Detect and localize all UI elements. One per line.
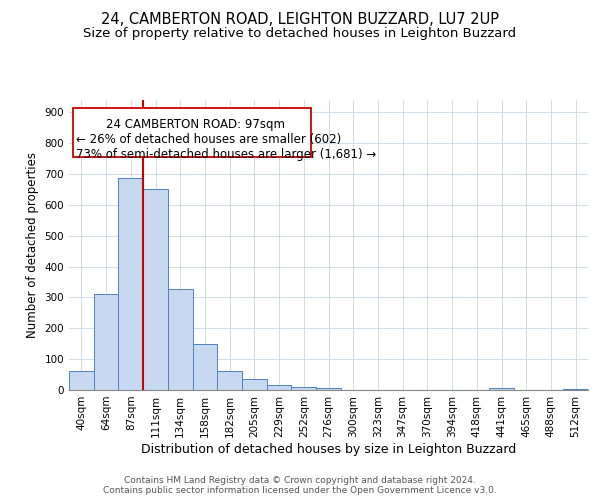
Bar	[316, 388, 341, 390]
Bar	[217, 370, 242, 390]
Bar	[168, 289, 193, 390]
Bar	[563, 389, 588, 390]
Text: Contains HM Land Registry data © Crown copyright and database right 2024.: Contains HM Land Registry data © Crown c…	[124, 476, 476, 485]
Bar	[489, 388, 514, 390]
Bar	[143, 190, 168, 390]
Y-axis label: Number of detached properties: Number of detached properties	[26, 152, 39, 338]
Bar	[193, 344, 217, 390]
Bar	[242, 379, 267, 390]
Text: 24 CAMBERTON ROAD: 97sqm: 24 CAMBERTON ROAD: 97sqm	[106, 118, 285, 130]
Bar	[292, 387, 316, 390]
Text: 73% of semi-detached houses are larger (1,681) →: 73% of semi-detached houses are larger (…	[76, 148, 377, 162]
Bar	[94, 294, 118, 390]
Bar	[267, 386, 292, 390]
Text: 24, CAMBERTON ROAD, LEIGHTON BUZZARD, LU7 2UP: 24, CAMBERTON ROAD, LEIGHTON BUZZARD, LU…	[101, 12, 499, 28]
Bar	[118, 178, 143, 390]
Text: Contains public sector information licensed under the Open Government Licence v3: Contains public sector information licen…	[103, 486, 497, 495]
X-axis label: Distribution of detached houses by size in Leighton Buzzard: Distribution of detached houses by size …	[141, 442, 516, 456]
Text: ← 26% of detached houses are smaller (602): ← 26% of detached houses are smaller (60…	[76, 134, 341, 146]
Text: Size of property relative to detached houses in Leighton Buzzard: Size of property relative to detached ho…	[83, 28, 517, 40]
Bar	[69, 370, 94, 390]
FancyBboxPatch shape	[73, 108, 311, 157]
